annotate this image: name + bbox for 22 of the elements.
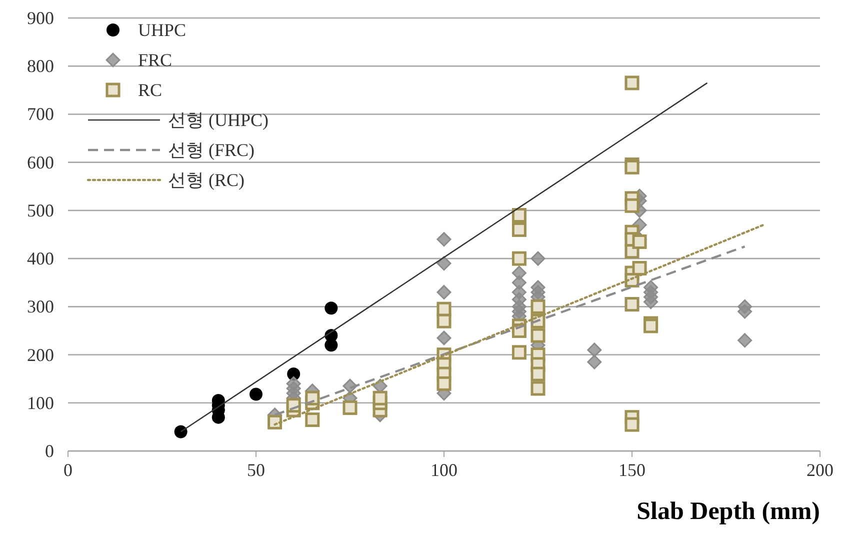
y-tick-label: 100 (27, 392, 54, 413)
y-tick-label: 500 (27, 200, 54, 220)
legend-label: 선형 (RC) (168, 170, 245, 190)
y-tick-label: 600 (27, 152, 54, 172)
y-tick-label: 300 (27, 296, 54, 317)
y-tick-label: 900 (27, 8, 54, 28)
y-tick-label: 0 (45, 441, 54, 461)
legend-label: 선형 (FRC) (168, 140, 255, 160)
y-tick-label: 400 (27, 248, 54, 269)
x-tick-label: 200 (806, 460, 834, 480)
x-axis-title: Slab Depth (mm) (636, 498, 820, 525)
y-tick-label: 200 (27, 344, 54, 365)
legend-label: FRC (138, 50, 172, 70)
x-tick-label: 0 (64, 460, 72, 480)
y-tick-label: 700 (27, 104, 54, 124)
x-tick-label: 100 (430, 460, 458, 480)
legend-label: UHPC (138, 20, 186, 40)
legend-label: RC (138, 80, 162, 100)
x-tick-label: 50 (247, 460, 265, 480)
x-tick-label: 150 (618, 460, 646, 480)
legend-label: 선형 (UHPC) (168, 110, 269, 130)
y-tick-label: 800 (27, 56, 54, 76)
